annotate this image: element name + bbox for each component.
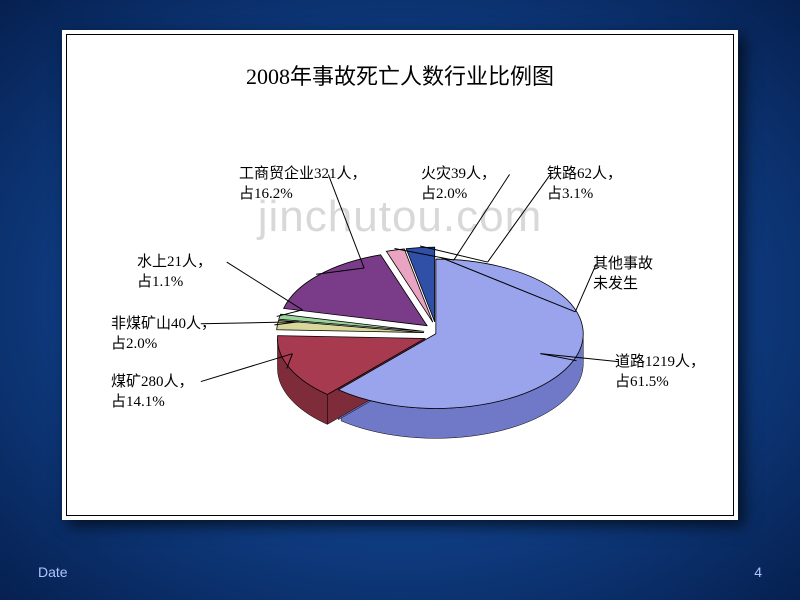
label-water-l1: 水上21人，	[137, 254, 212, 270]
label-rail: 铁路62人， 占3.1%	[547, 165, 622, 204]
label-commerce-l1: 工商贸企业321人，	[239, 166, 367, 182]
label-commerce: 工商贸企业321人， 占16.2%	[239, 165, 367, 204]
label-rail-l2: 占3.1%	[547, 186, 593, 202]
footer-date: Date	[38, 564, 68, 580]
label-road-l2: 占61.5%	[615, 374, 669, 390]
chart-frame: jinchutou.com 2008年事故死亡人数行业比例图 道路1219人， …	[66, 34, 734, 516]
label-road: 道路1219人， 占61.5%	[615, 353, 705, 392]
chart-title: 2008年事故死亡人数行业比例图	[67, 59, 733, 91]
slide: jinchutou.com 2008年事故死亡人数行业比例图 道路1219人， …	[0, 0, 800, 600]
label-water-l2: 占1.1%	[137, 274, 183, 290]
label-fire-l1: 火灾39人，	[421, 166, 496, 182]
label-fire-l2: 占2.0%	[421, 186, 467, 202]
label-commerce-l2: 占16.2%	[239, 186, 293, 202]
label-coal: 煤矿280人， 占14.1%	[111, 373, 194, 412]
label-road-l1: 道路1219人，	[615, 354, 705, 370]
label-noncoal-l2: 占2.0%	[111, 336, 157, 352]
label-rail-l1: 铁路62人，	[547, 166, 622, 182]
label-other-l2: 未发生	[593, 276, 638, 292]
label-other: 其他事故 未发生	[593, 255, 653, 294]
label-noncoal: 非煤矿山40人， 占2.0%	[111, 315, 216, 354]
label-other-l1: 其他事故	[593, 256, 653, 272]
label-fire: 火灾39人， 占2.0%	[421, 165, 496, 204]
footer-page-number: 4	[754, 564, 762, 580]
label-coal-l2: 占14.1%	[111, 394, 165, 410]
chart-card: jinchutou.com 2008年事故死亡人数行业比例图 道路1219人， …	[62, 30, 738, 520]
label-water: 水上21人， 占1.1%	[137, 253, 212, 292]
label-coal-l1: 煤矿280人，	[111, 374, 194, 390]
label-noncoal-l1: 非煤矿山40人，	[111, 316, 216, 332]
